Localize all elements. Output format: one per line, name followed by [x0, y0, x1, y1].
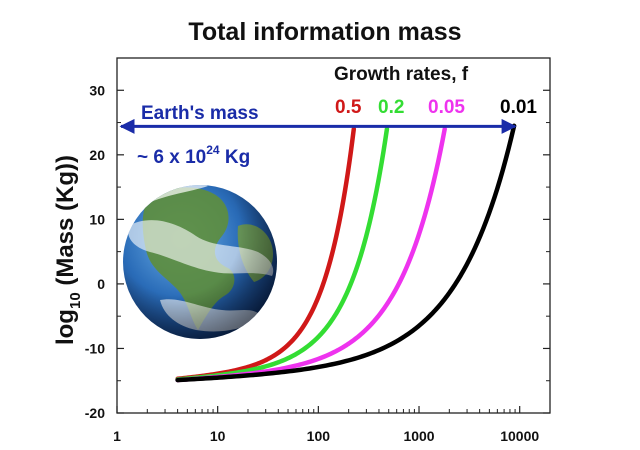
- x-tick-label: 100: [307, 428, 331, 444]
- y-tick-label: 30: [89, 82, 105, 98]
- x-tick-label: 1000: [403, 428, 434, 444]
- plot-frame: [116, 57, 551, 414]
- growth-curves: [175, 123, 517, 383]
- legend-title: Growth rates, f: [334, 64, 469, 85]
- series-line-3: [175, 123, 517, 383]
- axes: [116, 57, 551, 414]
- y-tick-label: -20: [85, 405, 105, 421]
- legend-entry: 0.2: [378, 97, 404, 118]
- y-axis-label: log10 (Mass (Kg)): [52, 155, 84, 345]
- earth-mass-annotation: Earth's mass ~ 6 x 1024 Kg: [119, 103, 517, 168]
- x-tick-label: 10000: [500, 428, 539, 444]
- legend-entry: 0.05: [428, 97, 465, 118]
- earth-mass-label: Earth's mass: [141, 103, 259, 124]
- x-tick-label: 10: [210, 428, 226, 444]
- earth-mass-value: ~ 6 x 1024 Kg: [137, 143, 250, 168]
- y-tick-label: 20: [89, 147, 105, 163]
- y-tick-label: 10: [89, 211, 105, 227]
- x-tick-label: 1: [113, 428, 121, 444]
- chart-title: Total information mass: [188, 18, 461, 46]
- earth-globe-icon: [123, 185, 277, 339]
- y-tick-label: 0: [97, 276, 105, 292]
- legend-entry: 0.5: [335, 97, 362, 118]
- legend-entry: 0.01: [500, 97, 537, 118]
- y-tick-label: -10: [85, 340, 105, 356]
- legend: 0.5 0.2 0.05 0.01: [335, 97, 537, 118]
- axis-ticks: 1 10 100 1000 10000 -20 -10 0 10 20 30: [85, 82, 550, 444]
